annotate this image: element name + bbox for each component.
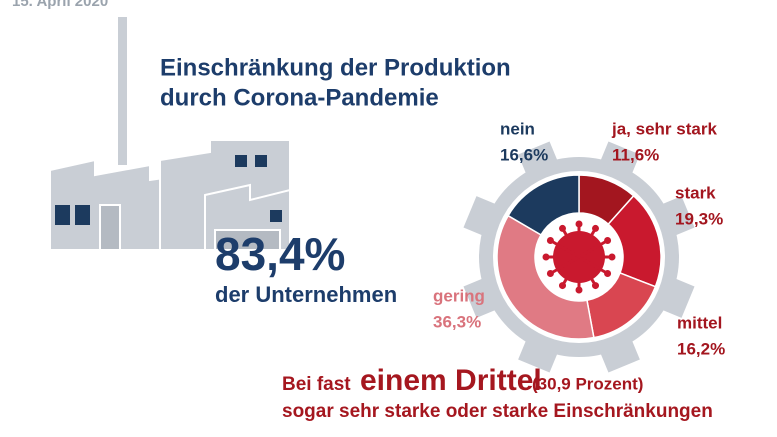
gear-tooth xyxy=(463,196,505,240)
segment-value-label: 19,3% xyxy=(675,209,723,228)
gear-tooth xyxy=(518,141,562,183)
headline-text: der Unternehmen xyxy=(215,282,397,307)
donut-segment xyxy=(496,214,595,340)
virus-spike-tip xyxy=(542,253,550,261)
virus-spike-tip xyxy=(592,224,599,232)
footer-prefix: Bei fast xyxy=(282,374,351,395)
gear-tooth xyxy=(653,274,695,318)
segment-value-label: 11,6% xyxy=(612,145,659,164)
segment-label: nein xyxy=(500,119,535,138)
virus-spike-tip xyxy=(575,286,583,294)
virus-spike-tip xyxy=(604,270,612,277)
segment-value-label: 36,3% xyxy=(433,312,481,331)
virus-spike-tip xyxy=(604,237,612,244)
virus-spike-tip xyxy=(559,282,566,290)
virus-spike xyxy=(549,239,580,259)
date: 15. April 2020 xyxy=(12,0,108,10)
segment-label: mittel xyxy=(677,313,722,332)
virus-spike xyxy=(578,255,609,275)
virus-spike xyxy=(561,256,581,287)
virus-spike xyxy=(561,227,581,258)
virus-spike-tip xyxy=(592,282,599,290)
footer-emphasis: einem Drittel xyxy=(360,364,542,397)
segment-value-label: 16,2% xyxy=(677,339,725,358)
virus-spike-tip xyxy=(546,270,554,277)
gear-tooth xyxy=(518,331,562,373)
virus-spike xyxy=(549,255,580,275)
chart-title: durch Corona-Pandemie xyxy=(160,84,439,111)
factory-illustration xyxy=(49,15,291,251)
gear-tooth xyxy=(596,331,640,373)
virus-spike-tip xyxy=(608,253,616,261)
virus-spike xyxy=(578,239,609,259)
segment-label: gering xyxy=(433,286,485,305)
virus-spike-tip xyxy=(559,224,566,232)
segment-label: stark xyxy=(675,183,716,202)
footer-note: (30,9 Prozent) xyxy=(532,374,643,393)
virus-spike xyxy=(577,256,597,287)
gear-tooth xyxy=(596,141,640,183)
virus-spike-tip xyxy=(546,237,554,244)
headline-value: 83,4% xyxy=(215,228,345,280)
gear-tooth xyxy=(463,274,505,318)
virus-spike xyxy=(577,227,597,258)
virus-spike-tip xyxy=(575,220,583,228)
gear-tooth xyxy=(653,196,695,240)
segment-value-label: 16,6% xyxy=(500,145,548,164)
donut-segment xyxy=(507,174,580,236)
segment-label: ja, sehr stark xyxy=(611,119,717,138)
chart-title: Einschränkung der Produktion xyxy=(160,54,511,81)
footer-line2: sogar sehr starke oder starke Einschränk… xyxy=(282,401,713,422)
